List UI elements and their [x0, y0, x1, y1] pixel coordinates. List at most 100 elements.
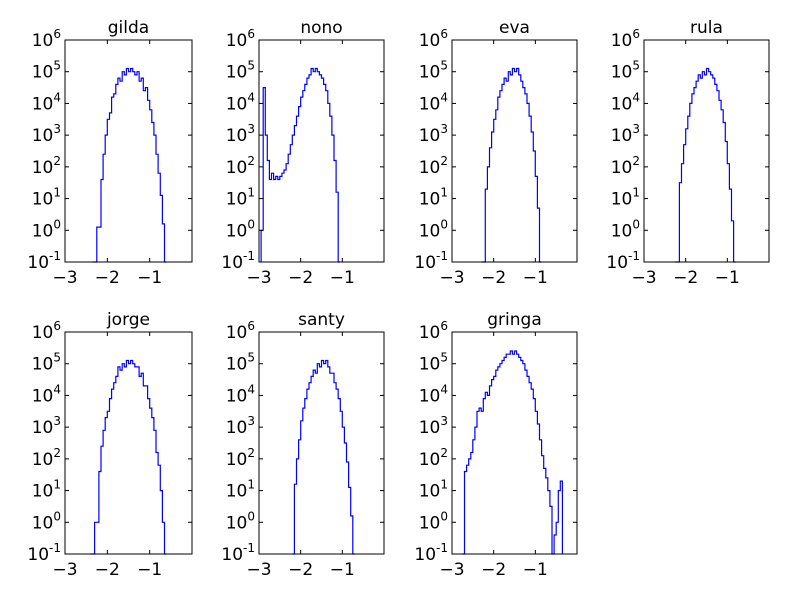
y-tick-label: 101 [419, 478, 448, 502]
histogram-series [675, 67, 736, 263]
histogram-series [90, 359, 167, 555]
y-tick-label: 104 [611, 90, 640, 114]
y-tick-label: 105 [611, 59, 640, 83]
subplot-title: rula [690, 18, 723, 38]
x-tick-label: −3 [631, 268, 656, 288]
y-tick-label: 101 [226, 186, 255, 210]
subplot-title: santy [298, 310, 345, 330]
y-tick-label: 10-1 [606, 249, 640, 273]
subplot-title: gringa [487, 310, 542, 330]
x-tick-label: −2 [288, 560, 313, 580]
y-tick-label: 100 [226, 217, 255, 241]
y-tick-label: 105 [32, 59, 61, 83]
subplot-jorge: jorge −3 −2 −1 10-1 100 101 102 103 104 105 106 [27, 310, 193, 580]
y-tick-label: 100 [419, 217, 448, 241]
subplot-santy: santy −3 −2 −1 10-1 100 101 102 103 104 105 106 [221, 310, 385, 580]
axes-frame [258, 331, 385, 555]
axes-frame [451, 331, 578, 555]
x-tick-label: −1 [330, 268, 355, 288]
y-tick-label: 10-1 [221, 541, 255, 565]
y-tick-label: 106 [419, 27, 448, 51]
y-tick-label: 106 [32, 319, 61, 343]
x-tick-label: −1 [330, 560, 355, 580]
y-tick-label: 102 [32, 154, 61, 178]
y-tick-label: 104 [226, 382, 255, 406]
histogram-series [462, 350, 563, 555]
y-tick-label: 105 [32, 351, 61, 375]
x-tick-label: −2 [95, 268, 120, 288]
x-tick-label: −3 [439, 560, 464, 580]
y-tick-label: 105 [419, 351, 448, 375]
x-tick-label: −2 [481, 560, 506, 580]
y-tick-label: 103 [32, 122, 61, 146]
axes-frame [64, 331, 193, 555]
x-tick-label: −3 [52, 560, 77, 580]
x-tick-label: −1 [523, 268, 548, 288]
y-tick-label: 103 [226, 122, 255, 146]
y-tick-label: 104 [226, 90, 255, 114]
subplot-title: jorge [106, 310, 150, 330]
x-tick-label: −2 [481, 268, 506, 288]
y-tick-label: 101 [32, 186, 61, 210]
axes-frame [643, 39, 770, 263]
y-tick-label: 10-1 [414, 541, 448, 565]
y-tick-label: 106 [32, 27, 61, 51]
y-tick-label: 103 [419, 414, 448, 438]
y-tick-label: 106 [226, 27, 255, 51]
subplot-gringa: gringa −3 −2 −1 10-1 100 101 102 103 104 105 106 [414, 310, 578, 580]
y-tick-label: 106 [611, 27, 640, 51]
y-tick-label: 102 [226, 154, 255, 178]
y-tick-label: 103 [611, 122, 640, 146]
y-tick-label: 10-1 [27, 249, 61, 273]
y-tick-label: 10-1 [414, 249, 448, 273]
y-tick-label: 105 [419, 59, 448, 83]
x-tick-label: −2 [673, 268, 698, 288]
x-tick-label: −1 [137, 560, 162, 580]
y-tick-label: 104 [32, 382, 61, 406]
axes-frame [451, 39, 578, 263]
y-tick-label: 104 [32, 90, 61, 114]
y-tick-label: 103 [32, 414, 61, 438]
y-tick-label: 101 [611, 186, 640, 210]
x-tick-label: −1 [523, 560, 548, 580]
axes-frame [64, 39, 193, 263]
y-tick-label: 102 [611, 154, 640, 178]
x-tick-label: −1 [137, 268, 162, 288]
x-tick-label: −1 [715, 268, 740, 288]
histogram-series [260, 67, 341, 263]
axes-frame [258, 39, 385, 263]
y-tick-label: 102 [419, 446, 448, 470]
histogram-series [92, 67, 167, 263]
y-tick-label: 106 [226, 319, 255, 343]
y-tick-label: 105 [226, 351, 255, 375]
y-tick-label: 102 [419, 154, 448, 178]
x-tick-label: −2 [288, 268, 313, 288]
x-tick-label: −3 [246, 268, 271, 288]
x-tick-label: −3 [52, 268, 77, 288]
y-tick-label: 100 [419, 509, 448, 533]
y-tick-label: 104 [419, 382, 448, 406]
y-tick-label: 102 [226, 446, 255, 470]
y-tick-label: 103 [226, 414, 255, 438]
y-tick-label: 104 [419, 90, 448, 114]
y-tick-label: 101 [419, 186, 448, 210]
y-tick-label: 105 [226, 59, 255, 83]
subplot-gilda: gilda −3 −2 −1 10-1 100 101 102 103 104 105 106 [27, 18, 193, 288]
y-tick-label: 100 [226, 509, 255, 533]
y-tick-label: 100 [32, 509, 61, 533]
y-tick-label: 10-1 [27, 541, 61, 565]
y-tick-label: 101 [32, 478, 61, 502]
subplot-rula: rula −3 −2 −1 10-1 100 101 102 103 104 105 106 [606, 18, 770, 288]
histogram-series [292, 359, 355, 555]
x-tick-label: −3 [246, 560, 271, 580]
x-tick-label: −2 [95, 560, 120, 580]
y-tick-label: 100 [611, 217, 640, 241]
y-tick-label: 10-1 [221, 249, 255, 273]
y-tick-label: 106 [419, 319, 448, 343]
subplot-title: eva [499, 18, 530, 38]
y-tick-label: 102 [32, 446, 61, 470]
y-tick-label: 103 [419, 122, 448, 146]
histogram-series [481, 67, 542, 263]
subplot-title: gilda [108, 18, 149, 38]
